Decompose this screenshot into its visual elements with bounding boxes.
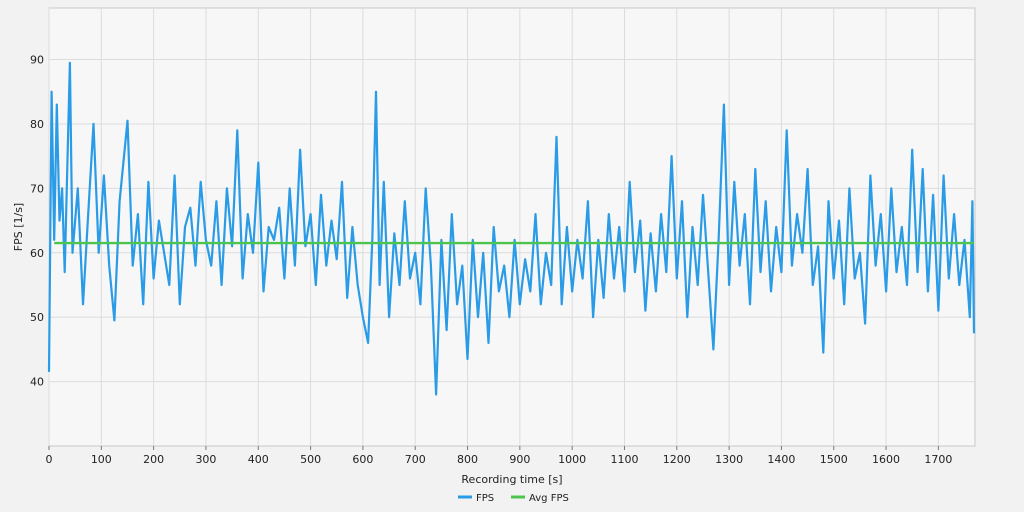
y-tick-label: 80 (30, 118, 44, 131)
y-tick-labels: 40 50 60 70 80 90 (30, 54, 44, 389)
x-tick-label: 0 (46, 453, 53, 466)
series-layer (47, 61, 976, 396)
y-tick-label: 40 (30, 376, 44, 389)
y-tick-label: 50 (30, 311, 44, 324)
x-tick-label: 400 (248, 453, 269, 466)
x-tick-label: 1300 (715, 453, 743, 466)
x-tick-label: 500 (300, 453, 321, 466)
y-axis-title: FPS [1/s] (12, 203, 25, 251)
fps-series-line (47, 61, 976, 396)
x-tick-label: 1200 (663, 453, 691, 466)
y-tick-label: 60 (30, 247, 44, 260)
y-tick-label: 70 (30, 182, 44, 195)
x-tick-label: 1100 (610, 453, 638, 466)
x-tick-label: 1400 (767, 453, 795, 466)
x-tick-label: 1000 (558, 453, 586, 466)
x-tick-label: 800 (457, 453, 478, 466)
legend: FPS Avg FPS (458, 493, 569, 504)
legend-label: FPS (476, 493, 494, 504)
legend-label: Avg FPS (529, 493, 569, 504)
plot-area (48, 7, 976, 447)
x-axis-title: Recording time [s] (461, 473, 562, 486)
x-tick-label: 1500 (820, 453, 848, 466)
x-tick-labels: 0 100 200 300 400 500 600 700 800 900 1000 1100 1200… (46, 453, 953, 466)
x-tick-label: 200 (143, 453, 164, 466)
x-tick-label: 700 (405, 453, 426, 466)
x-tick-label: 300 (195, 453, 216, 466)
y-tick-label: 90 (30, 54, 44, 67)
x-tick-label: 1700 (924, 453, 952, 466)
x-tick-label: 900 (509, 453, 530, 466)
x-tick-label: 100 (91, 453, 112, 466)
x-tick-label: 600 (352, 453, 373, 466)
x-tick-label: 1600 (872, 453, 900, 466)
